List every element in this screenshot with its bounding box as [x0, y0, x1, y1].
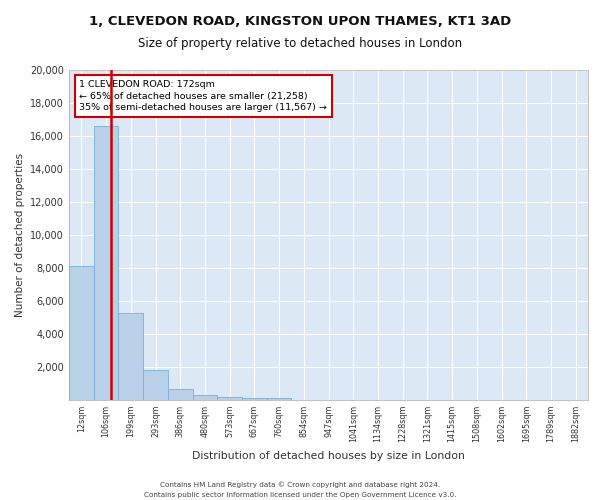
Bar [143, 370, 168, 400]
X-axis label: Distribution of detached houses by size in London: Distribution of detached houses by size … [192, 450, 465, 460]
Bar [168, 390, 193, 400]
Bar [242, 398, 267, 400]
Text: 1, CLEVEDON ROAD, KINGSTON UPON THAMES, KT1 3AD: 1, CLEVEDON ROAD, KINGSTON UPON THAMES, … [89, 15, 511, 28]
Bar [118, 312, 143, 400]
Bar [69, 266, 94, 400]
Text: 1 CLEVEDON ROAD: 172sqm
← 65% of detached houses are smaller (21,258)
35% of sem: 1 CLEVEDON ROAD: 172sqm ← 65% of detache… [79, 80, 327, 112]
Text: Contains HM Land Registry data © Crown copyright and database right 2024.
Contai: Contains HM Land Registry data © Crown c… [144, 482, 456, 498]
Bar [267, 398, 292, 400]
Bar [94, 126, 118, 400]
Y-axis label: Number of detached properties: Number of detached properties [15, 153, 25, 317]
Text: Size of property relative to detached houses in London: Size of property relative to detached ho… [138, 38, 462, 51]
Bar [193, 394, 217, 400]
Bar [217, 397, 242, 400]
